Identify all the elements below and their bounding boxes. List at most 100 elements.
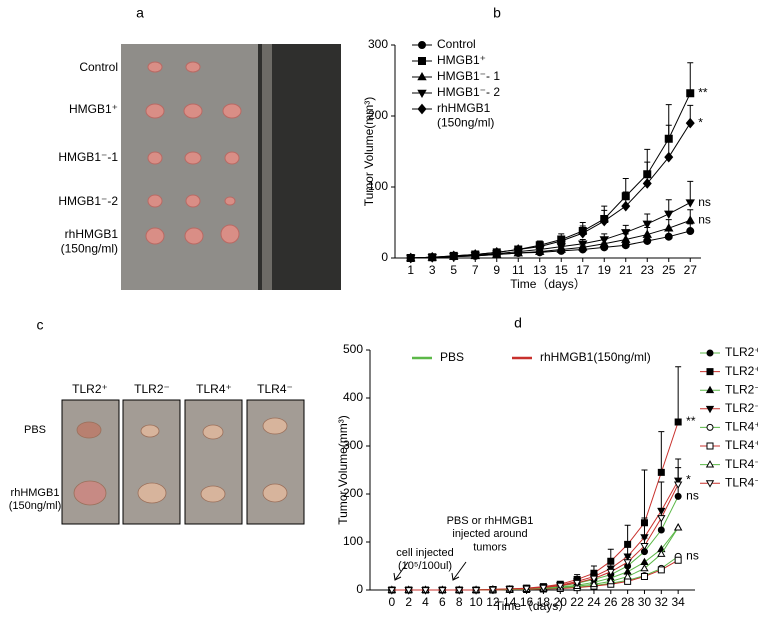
row-label: rhHMGB1 (150ng/ml) [9, 487, 62, 512]
marker [642, 178, 652, 189]
y-tick-label: 100 [368, 179, 388, 193]
x-tick-label: 20 [554, 595, 568, 609]
marker [599, 215, 609, 227]
legend-label: Control [437, 37, 476, 51]
significance-label: ns [698, 213, 711, 227]
error-bar [687, 180, 694, 203]
marker [599, 236, 609, 245]
x-tick-label: 28 [621, 595, 635, 609]
x-tick-label: 16 [520, 595, 534, 609]
error-bar [675, 366, 682, 422]
y-tick-label: 100 [343, 534, 363, 548]
error-bar [675, 458, 682, 481]
row-label: rhHMGB1 (150ng/ml) [61, 227, 119, 255]
row-label: HMGB1⁺ [69, 102, 118, 116]
significance-label: * [698, 115, 703, 129]
marker [674, 492, 682, 500]
marker [686, 89, 695, 98]
y-axis-title: Tumor Volume(mm³) [362, 97, 376, 207]
y-tick-label: 0 [381, 250, 388, 264]
x-tick-label: 5 [450, 263, 457, 277]
y-tick-label: 200 [368, 108, 388, 122]
panel-letter: a [136, 5, 144, 21]
column-label: TLR4⁺ [196, 382, 232, 396]
legend-label: HMGB1⁺ [437, 53, 486, 67]
legend-marker [417, 103, 427, 115]
error-bar [658, 431, 665, 473]
marker [657, 526, 665, 534]
row-label: HMGB1⁻-2 [58, 194, 118, 208]
ruler-scale [262, 44, 272, 290]
x-tick-label: 12 [486, 595, 500, 609]
marker [642, 220, 652, 229]
marker [657, 468, 665, 476]
annotation: PBS or rhHMGB1 injected around tumors [447, 515, 534, 553]
significance-label: * [686, 473, 691, 487]
y-axis-title: Tumor Volume(mm³) [336, 415, 350, 525]
legend-label: HMGB1⁻- 2 [437, 85, 500, 99]
legend-marker [705, 480, 715, 488]
x-tick-label: 11 [512, 263, 525, 277]
photo-c: TLR2⁺ TLR2⁻ TLR4⁺ TLR4⁻ PBS rhHMGB1 (150n… [9, 382, 305, 525]
marker [505, 586, 514, 594]
x-tick-label: 19 [598, 263, 612, 277]
marker [664, 210, 674, 220]
marker [657, 549, 666, 557]
marker [470, 249, 480, 260]
marker [657, 515, 666, 523]
marker [664, 232, 673, 241]
x-tick-label: 14 [503, 595, 517, 609]
marker [640, 542, 649, 551]
marker [606, 576, 615, 585]
marker [406, 252, 416, 264]
marker [589, 579, 599, 588]
legend-label: TLR4⁻ [725, 475, 758, 489]
marker [513, 244, 523, 255]
marker [589, 575, 599, 583]
significance-label: ** [698, 85, 708, 99]
x-tick-label: 30 [638, 595, 652, 609]
x-tick-label: 18 [537, 595, 551, 609]
x-tick-label: 8 [456, 595, 463, 609]
legend-marker [706, 423, 714, 431]
x-tick-label: 22 [570, 595, 584, 609]
x-tick-label: 34 [671, 595, 685, 609]
marker [556, 235, 566, 247]
marker [674, 556, 682, 564]
legend-label: TLR2⁻ [725, 382, 758, 396]
error-bar [665, 124, 672, 158]
marker [623, 559, 632, 567]
marker [621, 200, 631, 212]
x-tick-label: 9 [493, 263, 500, 277]
y-tick-label: 300 [368, 37, 388, 51]
series-line [391, 496, 679, 591]
marker [685, 199, 695, 208]
marker [664, 223, 674, 232]
significance-label: ns [698, 195, 711, 209]
marker [685, 215, 695, 224]
photo-frames [61, 399, 305, 525]
x-tick-label: 17 [576, 263, 590, 277]
marker [449, 250, 459, 262]
marker [621, 229, 631, 238]
x-tick-label: 26 [604, 595, 618, 609]
marker [578, 227, 588, 239]
y-tick-label: 400 [343, 390, 363, 404]
x-tick-label: 1 [407, 263, 414, 277]
arrows [393, 561, 467, 581]
legend-marker [417, 89, 427, 99]
legend-marker [705, 405, 715, 414]
legend-marker [706, 349, 714, 357]
marker [674, 418, 682, 426]
marker [455, 587, 464, 595]
legend-marker [706, 368, 714, 376]
panel-letter: b [493, 5, 501, 21]
x-tick-label: 0 [388, 595, 395, 609]
legend-marker [418, 57, 426, 65]
marker [686, 227, 695, 236]
marker [522, 585, 531, 594]
x-axis-title: Time（days） [495, 599, 571, 613]
marker [640, 534, 649, 542]
legend-label: rhHMGB1 (150ng/ml) [437, 101, 494, 129]
